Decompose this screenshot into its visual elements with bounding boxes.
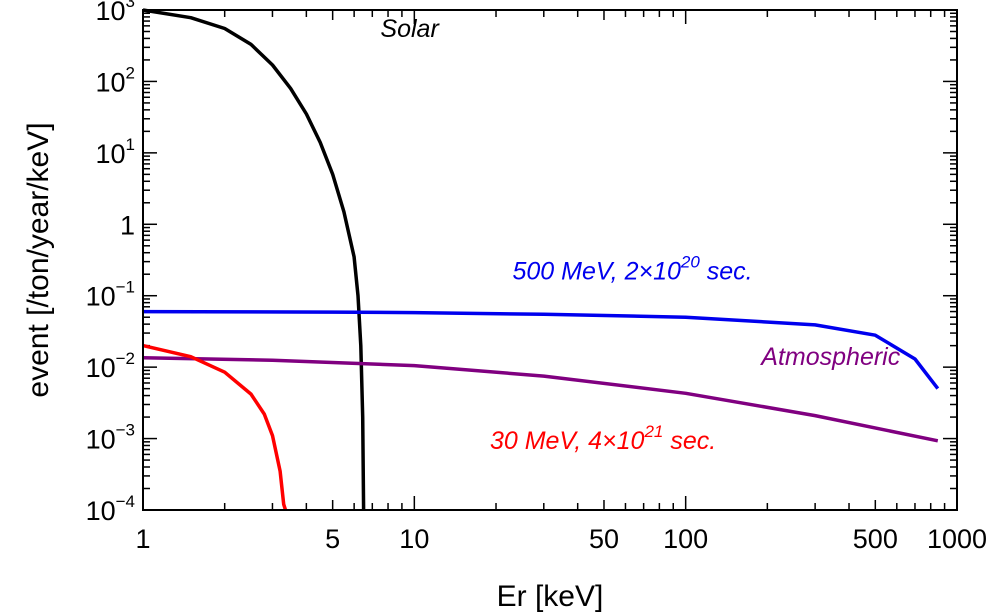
annotation-4: 30 MeV, 4×1021 sec. [490,422,716,455]
y-tick-label: 10−4 [86,492,135,526]
x-tick-label: 500 [853,524,898,554]
y-tick-label: 103 [95,0,135,26]
axis-ticks [142,9,958,511]
annotations: Solar 500 MeV, 2×1020 sec. Atmospheric 30 M… [380,15,900,455]
series-line-2 [142,309,940,390]
y-tick-label: 10−2 [86,349,135,383]
y-tick-label: 101 [95,135,135,169]
series-line-1 [142,8,366,511]
annotation-1: Solar [380,15,440,43]
x-tick-label: 100 [663,524,708,554]
x-axis-label: Er [keV] [497,580,604,613]
y-tick-label: 1 [120,210,135,240]
x-tick-label: 1 [135,524,150,554]
y-tick-label: 102 [95,63,135,97]
x-tick-label: 5 [325,524,340,554]
x-tick-label: 10 [399,524,429,554]
x-tick-label: 50 [589,524,619,554]
plot-frame [142,9,958,511]
tick-labels: 1 5 10 50 100 500 1000 10−4 10−3 10−2 10−1 1 101 102 1… [86,0,987,554]
annotation-3: Atmospheric [759,343,900,371]
y-tick-label: 10−3 [86,421,135,455]
x-tick-label: 1000 [927,524,987,554]
series-line-4 [142,343,288,511]
y-tick-label: 10−1 [86,278,135,312]
series-line-3 [142,356,939,443]
annotation-2: 500 MeV, 2×1020 sec. [512,252,752,285]
y-axis-label: event [/ton/year/keV] [22,122,55,397]
series-lines [142,8,940,511]
